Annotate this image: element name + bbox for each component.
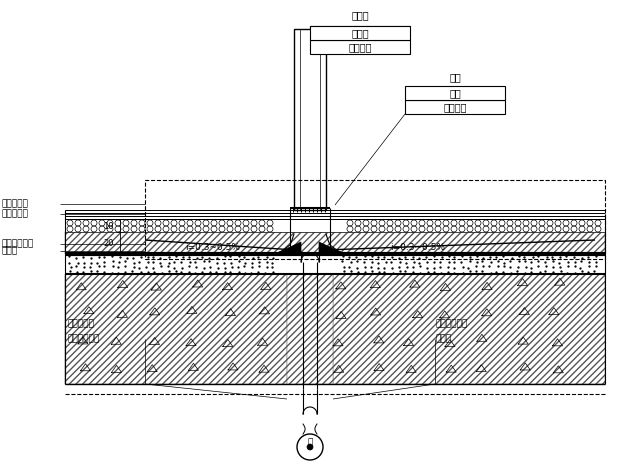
Bar [65, 274, 287, 384]
Bar [310, 26, 410, 40]
Text: 10: 10 [104, 221, 114, 230]
Bar [333, 274, 605, 384]
Text: 防水层: 防水层 [2, 247, 18, 256]
Text: 米: 米 [308, 439, 313, 447]
Text: 防水胶泥: 防水胶泥 [443, 102, 467, 112]
Text: i=0.3~0.5%: i=0.3~0.5% [185, 243, 240, 252]
Text: i=0.3~0.5%: i=0.3~0.5% [390, 243, 445, 252]
Bar [405, 100, 505, 114]
Circle shape [297, 434, 323, 460]
Bar [65, 254, 605, 274]
Bar [405, 86, 505, 100]
Text: 防水胶泥: 防水胶泥 [348, 42, 372, 52]
Text: 地面完成面: 地面完成面 [2, 199, 29, 209]
Bar [65, 219, 605, 232]
Text: 防水层: 防水层 [351, 28, 369, 38]
Text: 排水管: 排水管 [435, 334, 451, 343]
Text: 水泥砂结合层: 水泥砂结合层 [2, 240, 34, 249]
Bar [145, 180, 605, 259]
Bar [294, 29, 326, 210]
Bar [65, 232, 605, 254]
Text: 水泥砂浆封堵: 水泥砂浆封堵 [435, 319, 467, 328]
Text: 20: 20 [104, 239, 114, 248]
Text: 管孔凿毛处理: 管孔凿毛处理 [67, 334, 99, 343]
Circle shape [307, 444, 313, 450]
Polygon shape [275, 242, 301, 254]
Bar [310, 40, 410, 54]
Text: 建筑结构层: 建筑结构层 [67, 319, 94, 328]
Text: 地漏: 地漏 [449, 72, 461, 82]
Bar [287, 274, 333, 384]
Text: 专用粘结剂: 专用粘结剂 [2, 210, 29, 219]
Text: 地漏: 地漏 [449, 88, 461, 98]
Polygon shape [319, 242, 345, 254]
Text: 防水层: 防水层 [351, 10, 369, 20]
